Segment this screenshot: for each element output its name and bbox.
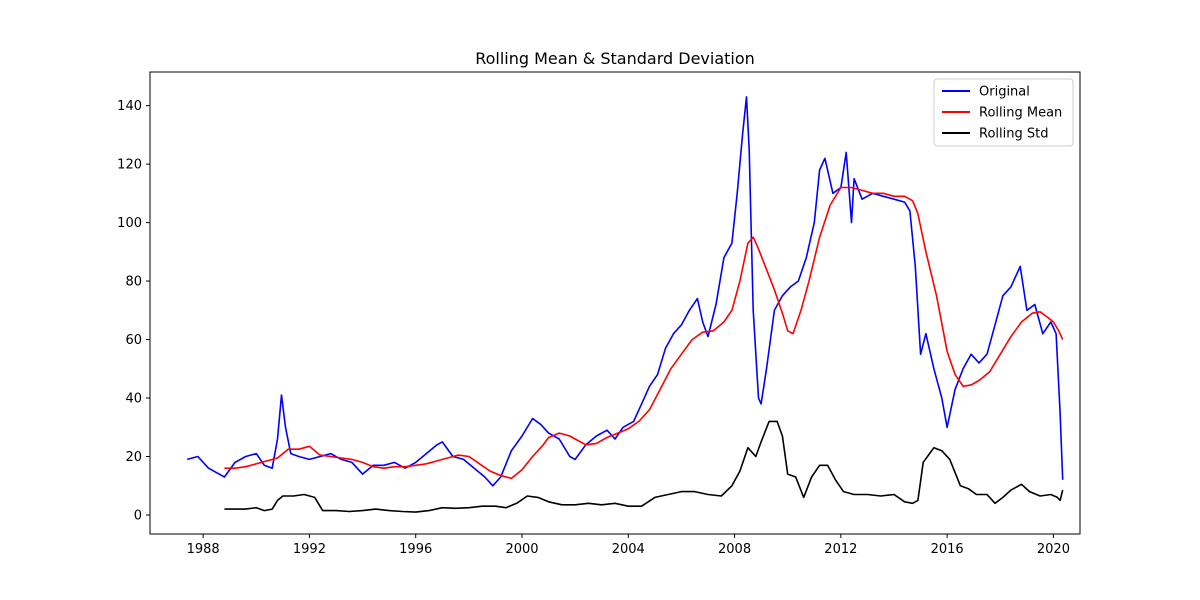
y-tick-label: 60	[125, 333, 142, 348]
y-tick-label: 0	[134, 508, 142, 523]
y-tick-label: 140	[117, 99, 142, 114]
series-line-rolling-std	[224, 420, 1064, 513]
legend-box	[933, 78, 1074, 147]
x-tick-label: 2012	[824, 542, 857, 557]
y-axis: 0 20 40 60 80 100 120 140	[117, 99, 150, 523]
plot-frame	[149, 71, 1081, 535]
x-tick-label: 1996	[399, 542, 432, 557]
legend-label-original: Original	[979, 85, 1030, 100]
legend: Original Rolling Mean Rolling Std	[933, 78, 1074, 147]
x-tick-label: 1992	[293, 542, 326, 557]
x-tick-label: 2008	[718, 542, 751, 557]
series-line-original	[186, 96, 1064, 487]
y-tick-label: 120	[117, 158, 142, 173]
y-tick-label: 80	[125, 275, 142, 290]
x-tick-label: 2004	[612, 542, 645, 557]
legend-label-rolling-mean: Rolling Mean	[979, 106, 1062, 121]
y-tick-label: 20	[125, 450, 142, 465]
x-tick-label: 2000	[505, 542, 538, 557]
x-tick-label: 1988	[187, 542, 220, 557]
legend-label-rolling-std: Rolling Std	[979, 127, 1048, 142]
chart-title: Rolling Mean & Standard Deviation	[475, 49, 755, 68]
y-tick-label: 100	[117, 216, 142, 231]
series-line-rolling-mean	[224, 186, 1064, 480]
x-axis: 1988 1992 1996 2000 2004 2008 2012 2016 2020	[187, 534, 1070, 557]
plot-area	[186, 96, 1064, 513]
y-tick-label: 40	[125, 392, 142, 407]
x-tick-label: 2020	[1037, 542, 1070, 557]
x-tick-label: 2016	[931, 542, 964, 557]
